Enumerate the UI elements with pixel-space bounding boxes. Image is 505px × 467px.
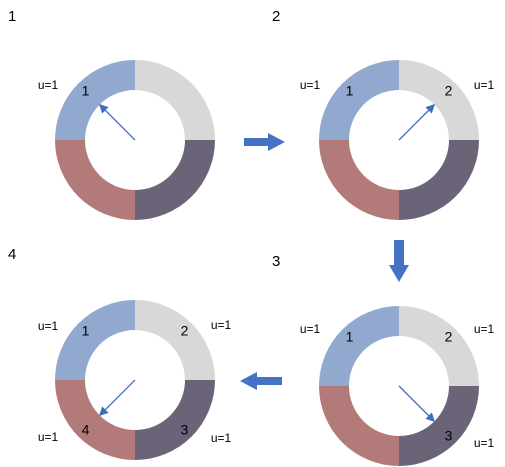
segment-number-1: 1 [82, 323, 90, 339]
panel-step-3: 3 1 2 3 u=1 u=1 u=1 [272, 253, 495, 466]
u-label-segment-2: u=1 [474, 78, 495, 92]
ring-segment-2 [399, 60, 479, 140]
panel-step-4: 4 1 2 3 4 u=1 u=1 u=1 u=1 [8, 246, 232, 460]
ring-segment-4 [55, 380, 135, 460]
ring-segment-3 [135, 380, 215, 460]
step-number: 3 [272, 253, 280, 270]
ring-segment-1 [55, 60, 135, 140]
segment-number-3: 3 [445, 427, 453, 443]
segment-number-1: 1 [346, 329, 354, 345]
needle-arrow [99, 379, 136, 416]
u-label-segment-2: u=1 [211, 318, 232, 332]
segment-number-2: 2 [181, 323, 189, 339]
needle-arrow [398, 104, 435, 141]
needle-arrow [398, 385, 435, 422]
ring-segment-2 [135, 300, 215, 380]
arrow-step-1-to-2 [244, 133, 285, 151]
u-label-segment-2: u=1 [474, 322, 495, 336]
segment-number-2: 2 [445, 329, 453, 345]
arrow-step-2-to-3 [389, 240, 409, 282]
ring-segment-4 [319, 386, 399, 466]
u-label-segment-3: u=1 [211, 431, 232, 445]
ring-segment-3 [399, 386, 479, 466]
step-number: 1 [8, 8, 16, 25]
ring-segment-2 [399, 306, 479, 386]
step-number: 2 [272, 8, 280, 25]
panel-step-1: 1 1 u=1 [8, 8, 215, 220]
ring-segment-4 [55, 140, 135, 220]
u-label-segment-3: u=1 [474, 436, 495, 450]
ring-segment-3 [135, 140, 215, 220]
ring-segment-2 [135, 60, 215, 140]
ring-segment-4 [319, 140, 399, 220]
panel-step-2: 2 1 2 u=1 u=1 [272, 8, 495, 220]
ring-segment-1 [319, 60, 399, 140]
segment-number-4: 4 [82, 421, 90, 437]
u-label-segment-1: u=1 [38, 319, 59, 333]
transition-arrows [240, 133, 409, 390]
needle-arrow [99, 104, 136, 141]
u-label-segment-1: u=1 [300, 78, 321, 92]
panels-layer: 1 1 u=1 2 1 2 u=1 u=1 3 1 2 3 u=1 u=1 u=1 4 1 2 3 4 u=1 u=1 u=… [8, 8, 495, 466]
segment-number-2: 2 [445, 83, 453, 99]
u-label-segment-4: u=1 [38, 430, 59, 444]
u-label-segment-1: u=1 [38, 78, 59, 92]
ring-segment-1 [319, 306, 399, 386]
arrow-step-3-to-4 [240, 372, 282, 390]
u-label-segment-1: u=1 [300, 322, 321, 336]
segment-number-1: 1 [346, 83, 354, 99]
segment-number-1: 1 [82, 83, 90, 99]
segment-number-3: 3 [181, 421, 189, 437]
ring-segment-3 [399, 140, 479, 220]
step-number: 4 [8, 246, 16, 263]
ring-segment-1 [55, 300, 135, 380]
